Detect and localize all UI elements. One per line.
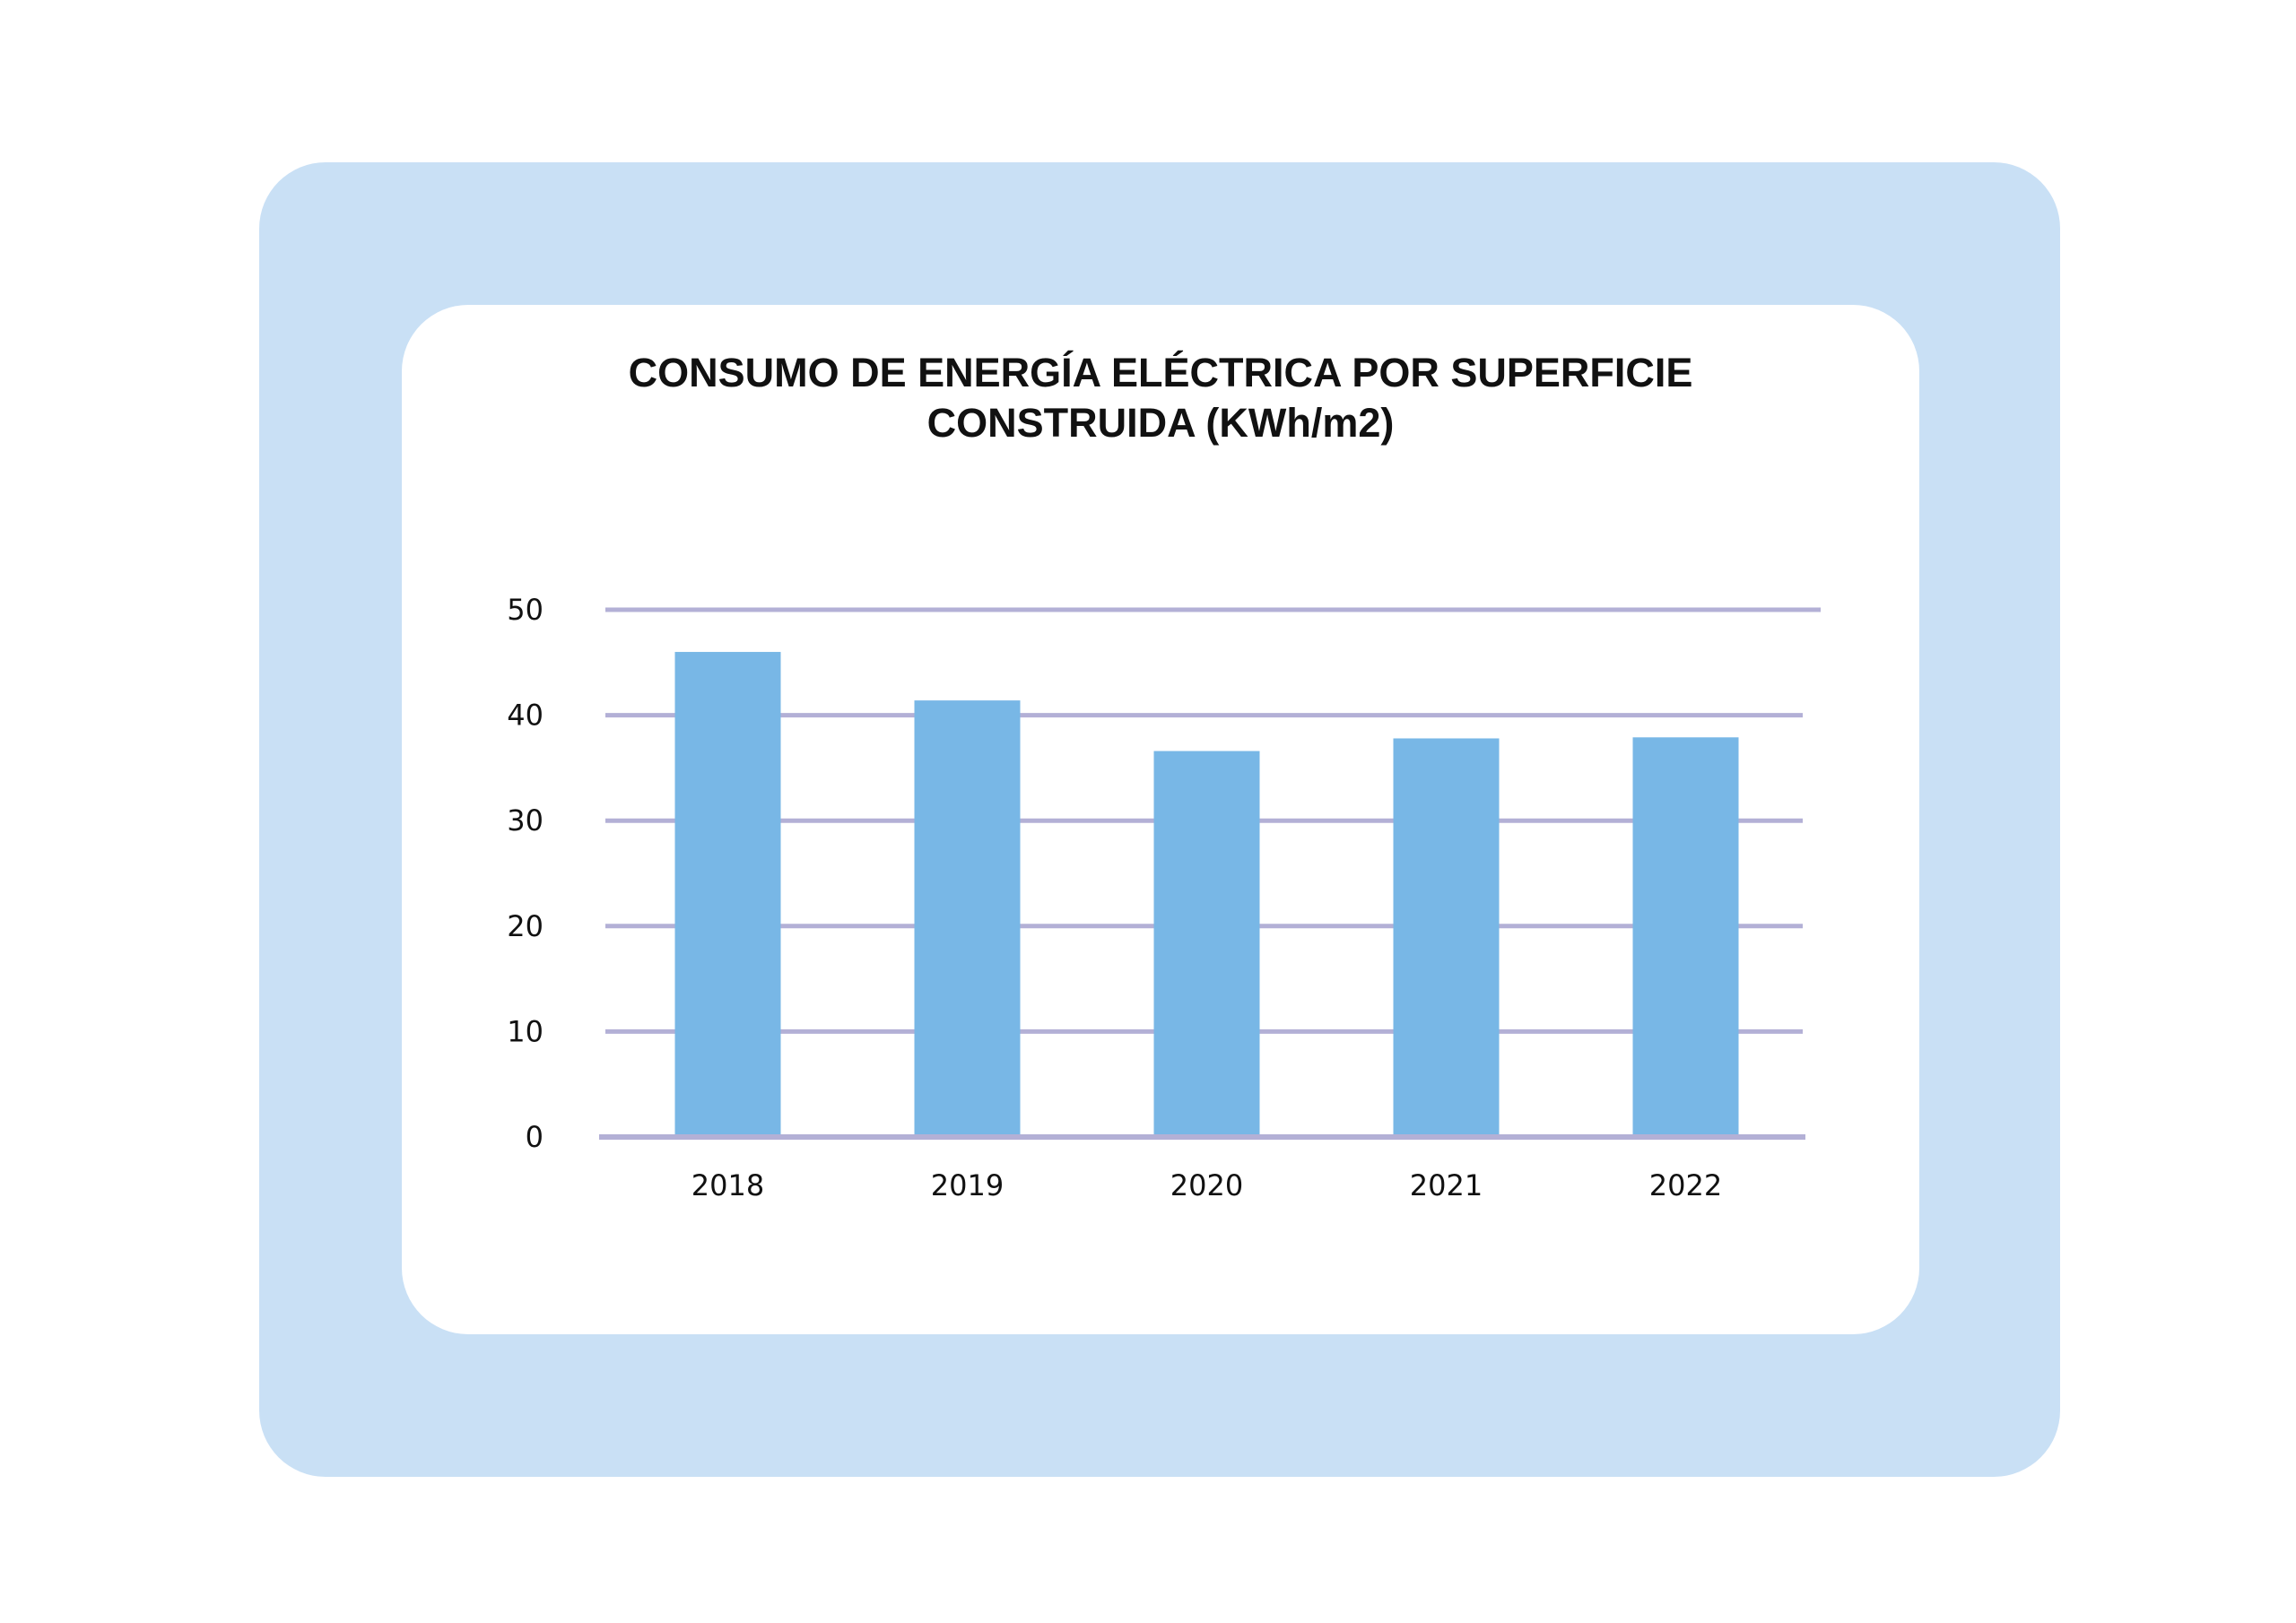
y-tick-label-40: 40 <box>507 699 544 733</box>
x-tick-label-2021: 2021 <box>1410 1168 1483 1202</box>
chart-title-line-1: CONSUMO DE ENERGÍA ELÉCTRICA POR SUPERFI… <box>628 350 1693 395</box>
bar-2020 <box>1153 751 1260 1137</box>
x-tick-label-2020: 2020 <box>1170 1168 1243 1202</box>
chart-title: CONSUMO DE ENERGÍA ELÉCTRICA POR SUPERFI… <box>402 348 1919 448</box>
y-tick-labels: 0 10 20 30 40 50 <box>507 593 544 1154</box>
bar-2018 <box>674 652 781 1137</box>
chart-title-line-2: CONSTRUIDA (KWh/m2) <box>926 400 1395 446</box>
bar-2022 <box>1632 737 1739 1137</box>
bar-2021 <box>1393 738 1500 1137</box>
x-tick-labels: 2018 2019 2020 2021 2022 <box>691 1168 1722 1202</box>
x-tick-label-2022: 2022 <box>1649 1168 1722 1202</box>
bars <box>674 652 1739 1137</box>
x-tick-label-2018: 2018 <box>691 1168 764 1202</box>
y-tick-label-0: 0 <box>526 1120 544 1154</box>
bar-2019 <box>914 700 1021 1137</box>
y-tick-label-10: 10 <box>507 1014 544 1048</box>
x-tick-label-2019: 2019 <box>931 1168 1004 1202</box>
y-tick-label-50: 50 <box>507 593 544 627</box>
y-tick-label-30: 30 <box>507 803 544 838</box>
y-tick-label-20: 20 <box>507 909 544 943</box>
